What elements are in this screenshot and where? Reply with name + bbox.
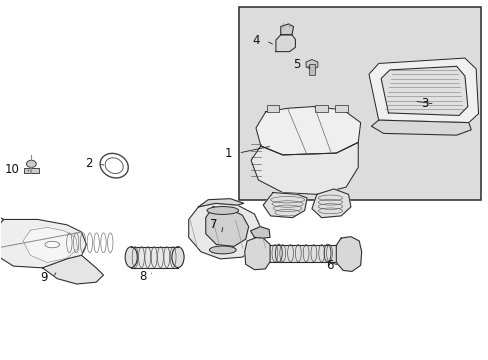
Polygon shape <box>250 226 269 238</box>
Polygon shape <box>188 203 261 259</box>
FancyBboxPatch shape <box>269 244 336 262</box>
Polygon shape <box>250 142 358 194</box>
Ellipse shape <box>172 247 183 267</box>
Polygon shape <box>275 35 295 51</box>
Circle shape <box>26 160 36 167</box>
FancyBboxPatch shape <box>24 168 39 173</box>
Ellipse shape <box>209 246 236 254</box>
Text: 5: 5 <box>292 58 300 71</box>
Polygon shape <box>370 120 470 135</box>
Text: 7: 7 <box>209 218 217 231</box>
FancyBboxPatch shape <box>315 105 327 112</box>
Text: 3: 3 <box>421 98 428 111</box>
Text: 6: 6 <box>325 259 333 272</box>
Polygon shape <box>263 193 306 218</box>
FancyBboxPatch shape <box>266 105 279 112</box>
Polygon shape <box>336 237 361 271</box>
Ellipse shape <box>45 241 60 248</box>
Text: 1: 1 <box>224 147 232 159</box>
Polygon shape <box>42 255 103 284</box>
FancyBboxPatch shape <box>131 247 178 267</box>
Polygon shape <box>0 220 86 268</box>
Polygon shape <box>368 58 478 123</box>
Polygon shape <box>23 227 78 262</box>
Bar <box>239 7 481 200</box>
Polygon shape <box>198 199 243 207</box>
Text: 10: 10 <box>5 163 20 176</box>
Ellipse shape <box>125 247 137 267</box>
Polygon shape <box>255 107 360 155</box>
Polygon shape <box>0 211 3 234</box>
Ellipse shape <box>206 207 238 215</box>
Text: 4: 4 <box>252 34 260 48</box>
Text: 8: 8 <box>139 270 146 283</box>
Polygon shape <box>380 66 467 116</box>
Text: 9: 9 <box>40 271 47 284</box>
Polygon shape <box>205 207 248 246</box>
Polygon shape <box>311 189 350 218</box>
Polygon shape <box>244 237 269 270</box>
Text: 2: 2 <box>85 157 93 170</box>
FancyBboxPatch shape <box>308 64 314 75</box>
FancyBboxPatch shape <box>334 105 347 112</box>
Polygon shape <box>280 24 293 35</box>
